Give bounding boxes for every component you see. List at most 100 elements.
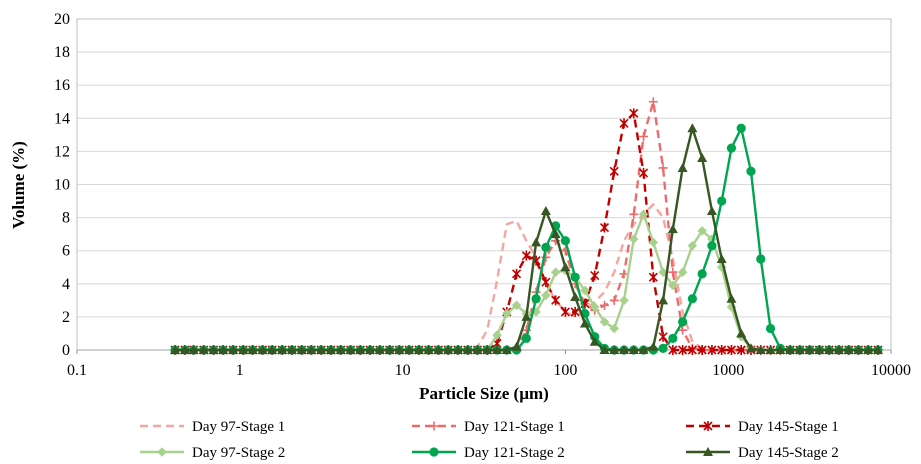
data-point <box>648 237 659 248</box>
data-point <box>703 447 713 456</box>
data-point <box>716 253 727 263</box>
data-point <box>687 345 697 355</box>
data-point <box>511 341 522 351</box>
data-point <box>429 421 439 431</box>
data-point <box>570 272 580 282</box>
data-point <box>550 229 561 239</box>
y-tick-label: 12 <box>54 143 70 160</box>
data-point <box>609 323 620 334</box>
data-point <box>687 294 697 304</box>
series-layer <box>170 97 883 355</box>
data-point <box>678 317 688 327</box>
x-tick-label: 1 <box>236 362 244 379</box>
data-point <box>570 292 581 302</box>
data-point <box>462 345 473 354</box>
y-axis-ticks: 0 2 4 6 8 10 12 14 16 18 20 <box>54 11 70 359</box>
legend-item: Day 97-Stage 1 <box>140 419 285 435</box>
data-point <box>238 345 249 354</box>
data-point <box>746 166 756 176</box>
data-point <box>629 108 639 119</box>
data-point <box>619 295 629 306</box>
data-point <box>765 345 776 354</box>
data-point <box>794 345 805 354</box>
data-point <box>335 345 346 354</box>
data-point <box>589 302 600 312</box>
data-point <box>413 345 424 354</box>
data-point <box>609 345 620 354</box>
data-point <box>580 285 590 296</box>
data-point <box>697 153 708 163</box>
legend-label: Day 145-Stage 2 <box>738 445 839 461</box>
data-point <box>619 269 629 279</box>
data-point <box>579 318 590 328</box>
data-point <box>667 280 678 291</box>
data-point <box>726 293 737 303</box>
data-point <box>247 345 258 354</box>
y-tick-label: 0 <box>62 342 70 359</box>
data-point <box>804 345 815 354</box>
data-point <box>443 345 454 354</box>
x-axis-ticks: 0.1 1 10 100 1000 10000 <box>67 350 911 379</box>
data-point <box>677 267 688 278</box>
data-point <box>179 345 190 354</box>
y-tick-label: 20 <box>54 11 70 28</box>
data-point <box>703 421 713 431</box>
legend-item: Day 121-Stage 2 <box>412 445 565 461</box>
data-point <box>599 300 609 310</box>
data-point <box>609 166 619 177</box>
data-point <box>492 330 502 340</box>
data-point <box>218 345 229 354</box>
data-point <box>678 345 688 355</box>
data-point <box>638 167 649 178</box>
data-point <box>374 345 385 354</box>
x-tick-label: 10000 <box>871 362 911 379</box>
data-point <box>677 162 688 172</box>
data-point <box>198 345 209 354</box>
data-point <box>658 331 668 342</box>
data-point <box>609 295 619 305</box>
data-point <box>286 345 297 354</box>
legend-label: Day 121-Stage 2 <box>464 445 565 461</box>
legend-label: Day 145-Stage 1 <box>738 419 839 435</box>
x-tick-label: 1000 <box>712 362 744 379</box>
data-point <box>384 345 395 354</box>
data-point <box>814 345 825 354</box>
y-tick-label: 14 <box>54 110 70 127</box>
data-point <box>726 143 737 153</box>
data-point <box>423 345 434 354</box>
x-tick-label: 100 <box>553 362 577 379</box>
data-point <box>658 295 669 305</box>
data-point <box>687 123 698 133</box>
data-point <box>678 325 688 335</box>
data-point <box>863 345 874 354</box>
data-point <box>325 345 336 354</box>
data-point <box>765 323 776 334</box>
data-point <box>687 240 698 251</box>
data-point <box>560 306 570 317</box>
data-point <box>667 224 678 234</box>
data-point <box>648 97 658 107</box>
x-axis-title: Particle Size (µm) <box>419 384 549 403</box>
data-point <box>551 295 561 306</box>
data-point <box>619 345 630 354</box>
data-point <box>257 345 268 354</box>
data-point <box>541 290 551 301</box>
data-point <box>599 317 610 327</box>
data-point <box>540 205 551 215</box>
data-point <box>697 269 707 279</box>
data-point <box>706 205 717 215</box>
data-point <box>531 294 541 304</box>
data-point <box>521 311 532 321</box>
data-point <box>365 345 376 354</box>
data-point <box>736 328 747 338</box>
data-point <box>550 267 561 278</box>
legend-label: Day 121-Stage 1 <box>464 419 565 435</box>
data-point <box>639 132 649 142</box>
data-point <box>629 209 639 219</box>
data-point <box>599 222 610 233</box>
data-point <box>355 345 366 354</box>
data-point <box>170 345 181 354</box>
data-point <box>658 343 668 353</box>
data-point <box>707 241 717 251</box>
data-point <box>492 345 503 354</box>
